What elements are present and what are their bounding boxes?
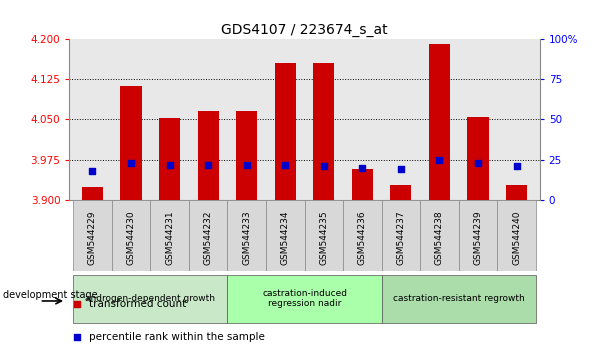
Point [72, 301, 81, 306]
Text: GSM544234: GSM544234 [281, 211, 289, 265]
Bar [266, 200, 305, 271]
Text: transformed count: transformed count [89, 298, 186, 309]
Bar [382, 200, 420, 271]
Text: GSM544237: GSM544237 [396, 211, 405, 265]
Point [242, 162, 251, 167]
Text: GSM544233: GSM544233 [242, 211, 251, 265]
Point [280, 162, 290, 167]
Text: androgen-dependent growth: androgen-dependent growth [85, 294, 215, 303]
Point [358, 165, 367, 171]
Text: GSM544231: GSM544231 [165, 211, 174, 265]
Bar [236, 112, 257, 200]
Point [165, 162, 174, 167]
Point [512, 163, 522, 169]
Text: GSM544232: GSM544232 [204, 211, 213, 265]
Bar [112, 200, 150, 271]
Text: GSM544238: GSM544238 [435, 211, 444, 265]
Bar [390, 185, 411, 200]
Bar [497, 200, 536, 271]
Bar [305, 200, 343, 271]
Bar [429, 44, 450, 200]
Bar [506, 185, 527, 200]
Bar [227, 200, 266, 271]
Bar [150, 200, 189, 271]
Bar [467, 117, 488, 200]
Text: percentile rank within the sample: percentile rank within the sample [89, 332, 265, 342]
Text: GSM544229: GSM544229 [88, 211, 97, 265]
Bar [382, 275, 536, 323]
Point [126, 160, 136, 166]
Bar [189, 200, 227, 271]
Bar [343, 200, 382, 271]
Text: GSM544236: GSM544236 [358, 211, 367, 265]
Title: GDS4107 / 223674_s_at: GDS4107 / 223674_s_at [221, 23, 388, 36]
Bar [121, 86, 142, 200]
Text: GSM544235: GSM544235 [320, 211, 328, 265]
Text: GSM544230: GSM544230 [127, 211, 136, 265]
Text: GSM544240: GSM544240 [512, 211, 521, 265]
Point [203, 162, 213, 167]
Point [319, 163, 329, 169]
Bar [420, 200, 459, 271]
Bar [73, 200, 112, 271]
Bar [198, 112, 219, 200]
Point [435, 157, 444, 162]
Bar [73, 275, 227, 323]
Bar [274, 63, 296, 200]
Bar [227, 275, 382, 323]
Point [72, 334, 81, 340]
Bar [459, 200, 497, 271]
Bar [159, 118, 180, 200]
Text: development stage: development stage [3, 290, 98, 300]
Bar [313, 63, 335, 200]
Text: castration-resistant regrowth: castration-resistant regrowth [393, 294, 525, 303]
Point [396, 167, 406, 172]
Point [473, 160, 483, 166]
Text: castration-induced
regression nadir: castration-induced regression nadir [262, 289, 347, 308]
Text: GSM544239: GSM544239 [473, 211, 482, 265]
Bar [352, 169, 373, 200]
Bar [82, 187, 103, 200]
Point [87, 168, 97, 174]
